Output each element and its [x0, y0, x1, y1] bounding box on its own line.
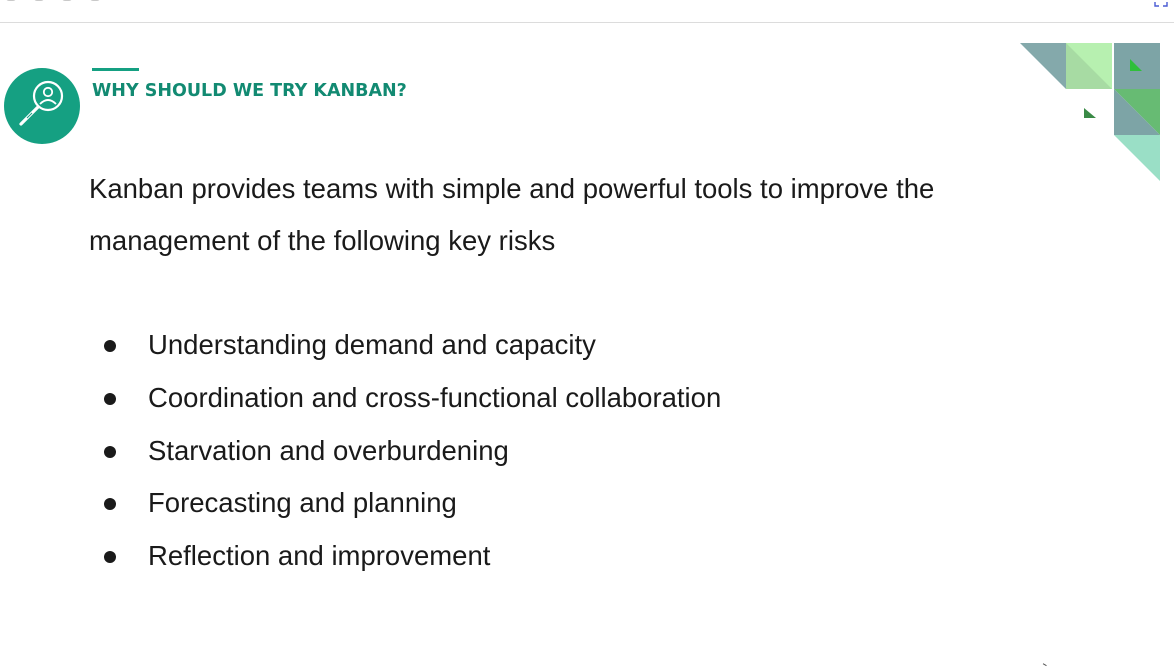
toolbar-control[interactable] [90, 0, 100, 1]
toolbar-controls [6, 0, 100, 1]
bullet-icon [104, 340, 116, 352]
bullet-icon [104, 445, 116, 458]
toolbar-control[interactable] [62, 0, 72, 1]
bullet-icon [104, 392, 116, 405]
risk-text: Forecasting and planning [148, 487, 457, 519]
toolbar-control[interactable] [6, 0, 16, 1]
fullscreen-icon[interactable] [1154, 0, 1168, 7]
cursor-mark [1041, 663, 1047, 669]
risk-text: Reflection and improvement [148, 540, 491, 572]
slide: WHY SHOULD WE TRY KANBAN? Kanban provide… [0, 23, 1174, 670]
viewer-toolbar [0, 0, 1174, 23]
toolbar-control[interactable] [34, 0, 44, 1]
slide-title: WHY SHOULD WE TRY KANBAN? [92, 81, 407, 101]
intro-paragraph: Kanban provides teams with simple and po… [89, 173, 935, 256]
person-magnifier-icon [3, 67, 81, 145]
risk-text: Understanding demand and capacity [148, 329, 596, 360]
bullet-icon [104, 551, 116, 564]
bullet-icon [104, 498, 116, 511]
title-underline [92, 68, 139, 71]
corner-decoration [1020, 43, 1165, 188]
risk-text: Coordination and cross-functional collab… [148, 381, 722, 413]
risk-text: Starvation and overburdening [148, 434, 509, 466]
